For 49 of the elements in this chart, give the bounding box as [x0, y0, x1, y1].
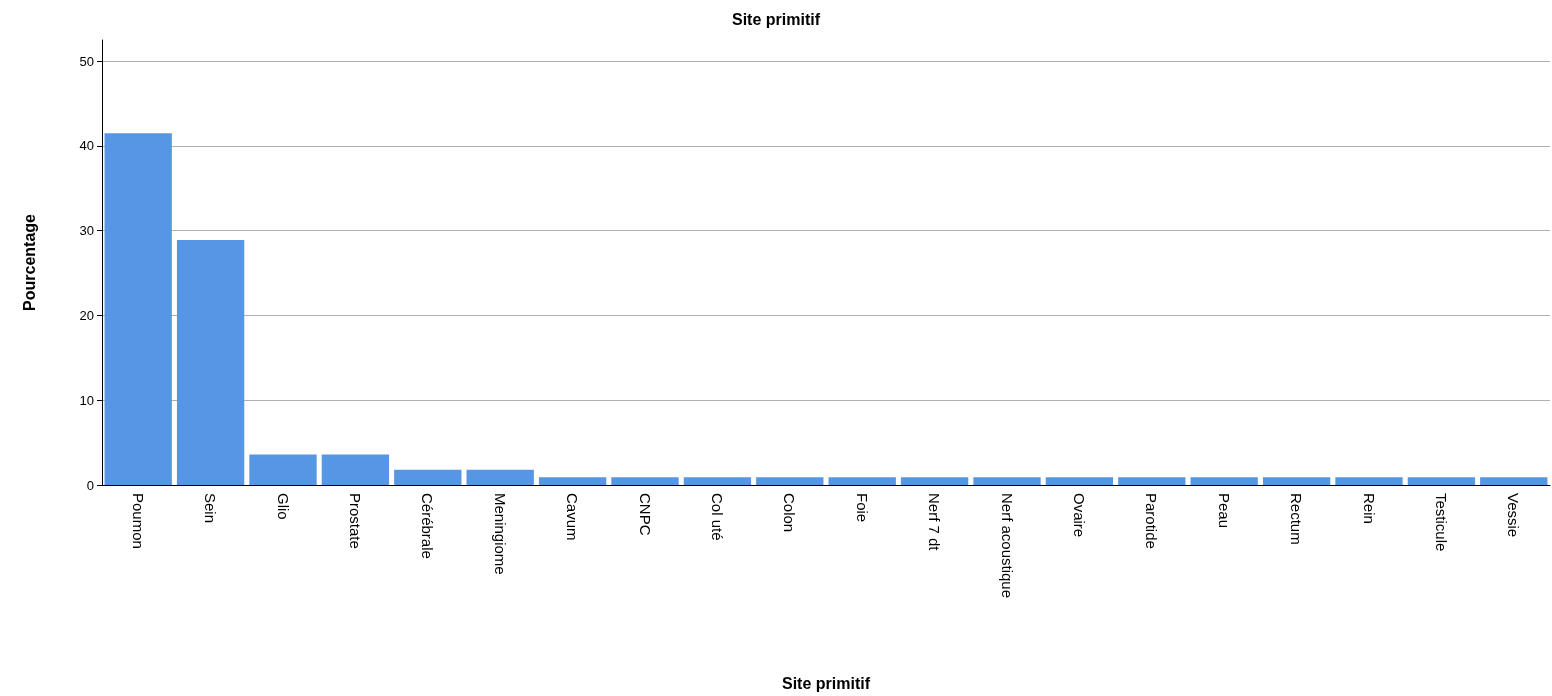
- bar: [756, 477, 824, 485]
- bar: [828, 477, 896, 485]
- bar: [466, 469, 534, 485]
- bar: [249, 454, 317, 485]
- y-tick-label: 30: [79, 223, 94, 239]
- bar: [900, 477, 969, 485]
- x-tick-label: Prostate: [346, 493, 364, 549]
- bar: [1045, 477, 1114, 485]
- x-tick-label: Peau: [1215, 493, 1233, 529]
- y-tick-label: 50: [79, 53, 94, 69]
- bar: [1480, 477, 1548, 485]
- y-axis-title: Pourcentage: [20, 213, 38, 311]
- x-tick-label: Nerf 7 dt: [926, 493, 944, 552]
- x-tick-label: Rein: [1360, 493, 1378, 524]
- x-tick-label: Ovaire: [1070, 493, 1088, 538]
- y-tick-label: 40: [79, 138, 94, 154]
- x-tick-label: Cérébrale: [419, 493, 437, 559]
- bar: [394, 469, 462, 485]
- chart-title: Site primitif: [731, 10, 821, 28]
- bar: [973, 477, 1041, 485]
- bar: [1190, 477, 1258, 485]
- x-tick-label: Glio: [274, 493, 292, 520]
- x-tick-label: Parotide: [1143, 493, 1161, 549]
- bar: [1407, 477, 1476, 485]
- x-tick-label: Nerf acoustique: [998, 493, 1016, 599]
- x-tick-label: Vessie: [1505, 493, 1523, 538]
- x-tick-label: Sein: [202, 493, 220, 524]
- bar: [104, 133, 172, 485]
- x-tick-label: Foie: [853, 493, 871, 523]
- bar: [611, 477, 679, 485]
- bar: [1335, 477, 1403, 485]
- bar: [321, 454, 390, 485]
- x-tick-label: Rectum: [1288, 493, 1306, 545]
- x-axis-title: Site primitif: [781, 674, 871, 692]
- bar: [176, 240, 245, 485]
- bar: [538, 477, 607, 485]
- bar: [683, 477, 752, 485]
- x-tick-label: Meningiome: [491, 493, 509, 575]
- x-tick-label: Colon: [781, 493, 799, 533]
- bar: [1118, 477, 1186, 485]
- x-tick-label: Poumon: [129, 493, 147, 549]
- x-tick-label: Testicule: [1432, 493, 1450, 552]
- x-tick-label: Col uté: [708, 493, 726, 541]
- y-tick-label: 0: [86, 477, 94, 493]
- y-tick-label: 20: [79, 307, 94, 323]
- y-tick-label: 10: [79, 392, 94, 408]
- bar: [1262, 477, 1331, 485]
- x-tick-label: Cavum: [564, 493, 582, 541]
- x-tick-label: CNPC: [636, 493, 654, 536]
